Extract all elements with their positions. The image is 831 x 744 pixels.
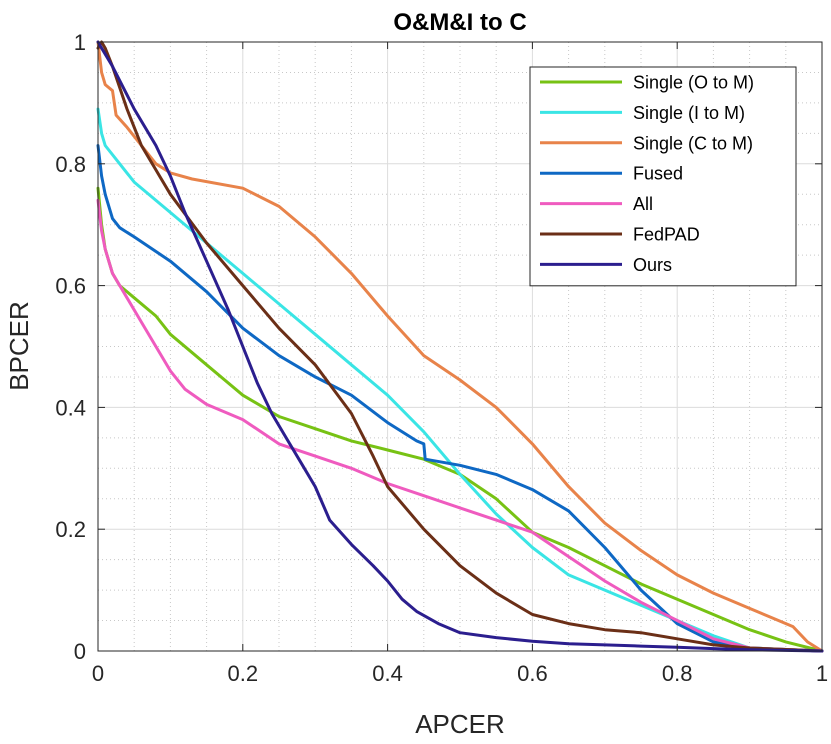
y-tick-labels: 0 0.2 0.4 0.6 0.8 1 [55,30,86,664]
series-line-1 [96,107,824,653]
series-line-5 [96,40,824,653]
axis-ticks [97,41,823,652]
legend-entry: Fused [633,164,683,184]
legend-entry: All [633,194,653,214]
legend-entry: Single (I to M) [633,103,745,123]
x-axis-label: APCER [415,709,505,739]
x-tick-label: 0.6 [517,661,548,686]
series-lines [96,40,824,653]
plot-frame [97,41,823,652]
y-tick-label: 0.2 [55,517,86,542]
y-tick-label: 0 [74,639,86,664]
legend-entry: Ours [633,255,672,275]
y-axis-label: BPCER [4,301,34,391]
x-tick-label: 0 [92,661,104,686]
series-line-4 [96,198,824,653]
x-tick-labels: 0 0.2 0.4 0.6 0.8 1 [92,661,828,686]
chart-title: O&M&I to C [393,9,526,36]
legend: Single (O to M) Single (I to M) Single (C … [529,66,797,287]
legend-entry: Single (C to M) [633,133,753,153]
x-tick-label: 1 [816,661,828,686]
y-tick-label: 1 [74,30,86,55]
x-tick-label: 0.8 [662,661,693,686]
y-tick-label: 0.8 [55,152,86,177]
x-tick-label: 0.2 [228,661,259,686]
y-tick-label: 0.4 [55,395,86,420]
legend-box [529,66,797,287]
series-line-3 [96,144,824,653]
x-tick-label: 0.4 [372,661,403,686]
y-tick-label: 0.6 [55,274,86,299]
minor-grid [98,42,822,651]
legend-entry: FedPAD [633,225,700,245]
series-line-6 [96,40,824,653]
series-line-2 [96,40,824,653]
legend-entry: Single (O to M) [633,73,754,93]
